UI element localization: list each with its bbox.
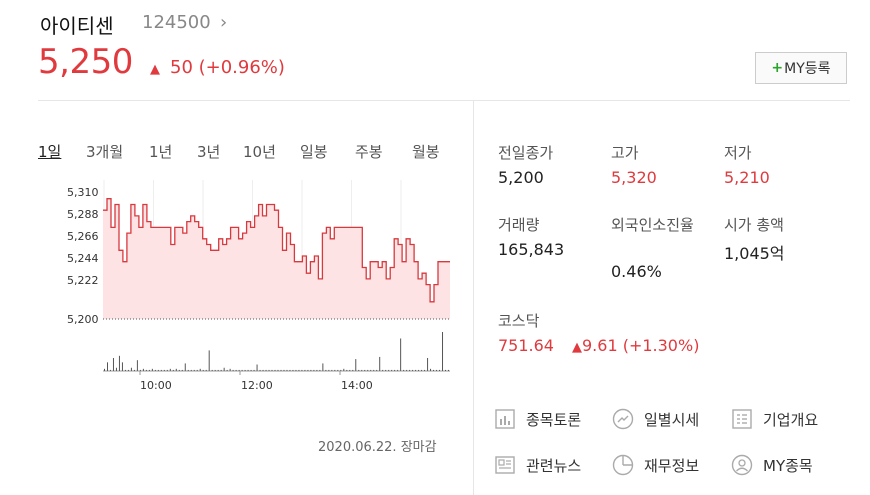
intraday-chart[interactable] (103, 180, 450, 375)
tab-10years[interactable]: 10년 (243, 143, 276, 161)
document-icon (731, 408, 753, 430)
stat-value-volume: 165,843 (498, 240, 565, 259)
stat-value-low: 5,210 (724, 168, 770, 187)
tab-3months[interactable]: 3개월 (86, 143, 124, 161)
up-arrow-icon: ▲ (572, 340, 582, 355)
trend-icon (612, 408, 634, 430)
financial-label: 재무정보 (644, 456, 700, 475)
person-icon (731, 454, 753, 476)
stat-label-market-cap: 시가 총액 (724, 216, 784, 234)
chevron-right-icon[interactable]: › (220, 12, 228, 33)
stat-label-volume: 거래량 (498, 216, 540, 234)
company-overview-link[interactable]: 기업개요 (731, 408, 818, 430)
index-value: 751.64 (498, 336, 554, 355)
daily-price-link[interactable]: 일별시세 (612, 408, 699, 430)
price-change-text: 50 (+0.96%) (170, 57, 285, 78)
y-tick-label: 5,266 (67, 230, 99, 243)
tab-1year[interactable]: 1년 (149, 143, 173, 161)
discussion-label: 종목토론 (526, 410, 582, 429)
y-tick-label: 5,222 (67, 274, 99, 287)
up-arrow-icon: ▲ (150, 62, 160, 77)
x-tick-label: 10:00 (140, 379, 172, 392)
tab-monthly[interactable]: 월봉 (412, 143, 440, 161)
my-stocks-link[interactable]: MY종목 (731, 454, 813, 476)
stock-code[interactable]: 124500 (142, 12, 211, 33)
news-link[interactable]: 관련뉴스 (494, 454, 581, 476)
stat-value-high: 5,320 (611, 168, 657, 187)
price-change: ▲ 50 (+0.96%) (150, 57, 285, 78)
tab-daily[interactable]: 일봉 (300, 143, 328, 161)
company-overview-label: 기업개요 (763, 410, 819, 429)
pie-icon (612, 454, 634, 476)
index-change: ▲9.61 (+1.30%) (572, 336, 699, 355)
price-area (103, 198, 450, 319)
plus-icon: + (771, 60, 784, 76)
stat-label-prev-close: 전일종가 (498, 144, 554, 162)
y-tick-label: 5,200 (67, 313, 99, 326)
tab-3years[interactable]: 3년 (197, 143, 221, 161)
y-tick-label: 5,244 (67, 252, 99, 265)
stat-value-foreign-ratio: 0.46% (611, 262, 662, 281)
daily-price-label: 일별시세 (644, 410, 700, 429)
stat-value-market-cap: 1,045억 (724, 244, 785, 263)
stat-value-prev-close: 5,200 (498, 168, 544, 187)
stat-label-high: 고가 (611, 144, 639, 162)
stat-label-foreign-ratio: 외국인소진율 (611, 216, 694, 234)
financial-link[interactable]: 재무정보 (612, 454, 699, 476)
y-tick-label: 5,310 (67, 186, 99, 199)
my-register-label: MY등록 (784, 61, 831, 77)
stock-name: 아이티센 (40, 14, 114, 38)
divider (38, 100, 850, 101)
discussion-link[interactable]: 종목토론 (494, 408, 581, 430)
price-line (103, 198, 450, 303)
current-price: 5,250 (38, 42, 133, 82)
tab-1day[interactable]: 1일 (38, 143, 62, 161)
x-tick-label: 14:00 (341, 379, 373, 392)
index-change-text: 9.61 (+1.30%) (582, 336, 700, 355)
x-tick-label: 12:00 (241, 379, 273, 392)
discussion-icon (494, 408, 516, 430)
my-register-button[interactable]: + MY등록 (755, 52, 847, 84)
my-stocks-label: MY종목 (763, 456, 813, 475)
stat-label-low: 저가 (724, 144, 752, 162)
tab-weekly[interactable]: 주봉 (355, 143, 383, 161)
chart-date: 2020.06.22. 장마감 (318, 440, 437, 455)
y-tick-label: 5,288 (67, 208, 99, 221)
news-label: 관련뉴스 (526, 456, 582, 475)
index-label: 코스닥 (498, 312, 540, 330)
vertical-divider (473, 101, 474, 495)
news-icon (494, 454, 516, 476)
